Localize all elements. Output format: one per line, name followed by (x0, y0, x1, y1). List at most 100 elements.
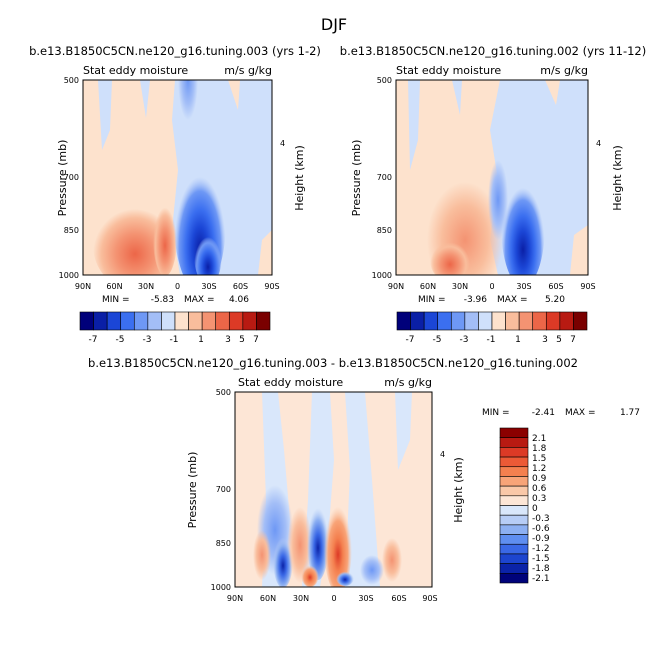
colorbar-swatch (228, 311, 244, 331)
min-value: -2.41 (532, 408, 555, 418)
y-tick-label: 850 (377, 226, 392, 235)
x-axis: 90N 60N 30N 0 30S 60S 90S (388, 282, 596, 291)
colorbar-tick-label: 1.5 (532, 454, 546, 464)
y-right-tick-label: 4 (280, 139, 285, 148)
colorbar-swatch (505, 311, 520, 331)
colorbar-tick-label: -0.3 (532, 514, 550, 524)
panel-title: b.e13.B1850C5CN.ne120_g16.tuning.002 (yr… (340, 44, 646, 58)
y-tick-label: 700 (216, 485, 231, 494)
plot-frame (395, 79, 589, 276)
colorbar-tick-label: -1 (487, 335, 496, 345)
colorbar-tick-label: -5 (116, 335, 125, 345)
y-axis-title: Pressure (mb) (350, 140, 363, 217)
colorbar-tick-label: -3 (460, 335, 469, 345)
colorbar-swatch (499, 447, 529, 458)
colorbar-swatch (499, 514, 529, 526)
colorbar-swatch (215, 311, 230, 331)
x-tick-label: 30S (358, 594, 373, 603)
x-tick-label: 30S (516, 282, 531, 291)
colorbar-swatch (423, 311, 439, 331)
x-tick-label: 60N (420, 282, 436, 291)
colorbar (396, 311, 588, 331)
colorbar-swatch (464, 311, 479, 331)
colorbar-tick-label: -1 (170, 335, 179, 345)
colorbar (499, 427, 529, 584)
y-tick-label: 500 (377, 76, 392, 85)
x-tick-label: 90S (264, 282, 279, 291)
x-tick-label: 60S (233, 282, 248, 291)
colorbar-swatch (120, 311, 135, 331)
y-tick-label: 700 (64, 173, 79, 182)
colorbar-tick-label: -5 (433, 335, 442, 345)
y-axis: 500 700 850 1000 (211, 388, 231, 592)
x-axis: 90N 60N 30N 0 30S 60S 90S (227, 594, 438, 603)
x-tick-label: 90N (75, 282, 91, 291)
panel-difference: b.e13.B1850C5CN.ne120_g16.tuning.003 - b… (88, 356, 640, 603)
min-label: MIN = (102, 295, 130, 305)
x-tick-label: 0 (175, 282, 180, 291)
x-tick-label: 0 (489, 282, 494, 291)
max-value: 1.77 (620, 408, 640, 418)
colorbar-swatch (499, 553, 529, 564)
colorbar-swatch (499, 437, 529, 448)
y-tick-label: 1000 (372, 271, 392, 280)
colorbar-swatch (499, 427, 529, 438)
colorbar-swatch (174, 311, 189, 331)
colorbar-labels: 2.1 1.8 1.5 1.2 0.9 0.6 0.3 0 -0.3 -0.6 … (532, 434, 550, 584)
contour-field (396, 80, 588, 275)
y-axis-title: Pressure (mb) (56, 140, 69, 217)
x-tick-label: 30S (201, 282, 216, 291)
y-right-axis-title: Height (km) (452, 457, 465, 523)
colorbar-swatch (573, 311, 588, 331)
colorbar-tick-label: -2.1 (532, 574, 550, 584)
x-tick-label: 60N (260, 594, 276, 603)
contour-field (83, 80, 272, 275)
figure-title: DJF (321, 15, 347, 34)
colorbar-swatch (491, 311, 506, 331)
min-value: -3.96 (464, 295, 488, 305)
colorbar-tick-label: -1.2 (532, 544, 550, 554)
y-tick-label: 500 (216, 388, 231, 397)
min-value: -5.83 (151, 295, 174, 305)
panel-upper-right: b.e13.B1850C5CN.ne120_g16.tuning.002 (yr… (340, 44, 646, 345)
colorbar-swatch (499, 543, 529, 555)
colorbar-labels: -7 -5 -3 -1 1 3 5 7 (89, 335, 259, 345)
colorbar-swatch (201, 311, 217, 331)
min-label: MIN = (418, 295, 446, 305)
x-tick-label: 90S (580, 282, 595, 291)
colorbar-swatch (545, 311, 561, 331)
colorbar-swatch (499, 476, 529, 487)
y-axis-title: Pressure (mb) (186, 452, 199, 529)
variable-label: Stat eddy moisture (238, 376, 343, 389)
colorbar-tick-label: 1.2 (532, 464, 546, 474)
colorbar-swatch (106, 311, 122, 331)
colorbar-swatch (188, 311, 203, 331)
colorbar-swatch (450, 311, 466, 331)
colorbar-swatch (93, 311, 108, 331)
x-tick-label: 60N (106, 282, 122, 291)
colorbar-tick-label: 5 (239, 335, 245, 345)
colorbar-swatch (478, 311, 493, 331)
colorbar-swatch (256, 311, 271, 331)
colorbar-tick-label: -1.5 (532, 554, 550, 564)
colorbar-swatch (499, 495, 529, 506)
colorbar-swatch (532, 311, 547, 331)
plot-frame (234, 391, 433, 588)
colorbar-labels: -7 -5 -3 -1 1 3 5 7 (406, 335, 576, 345)
colorbar-swatch (161, 311, 176, 331)
x-tick-label: 90N (227, 594, 243, 603)
x-tick-label: 30N (293, 594, 309, 603)
colorbar-tick-label: 2.1 (532, 434, 546, 444)
variable-label: Stat eddy moisture (83, 64, 188, 77)
units-label: m/s g/kg (540, 64, 588, 77)
colorbar-tick-label: -7 (89, 335, 98, 345)
contour-field (235, 392, 432, 587)
max-label: MAX = (497, 295, 528, 305)
colorbar-swatch (499, 485, 529, 497)
colorbar-swatch (437, 311, 452, 331)
colorbar-swatch (559, 311, 574, 331)
y-tick-label: 500 (64, 76, 79, 85)
colorbar-tick-label: 0 (532, 504, 538, 514)
y-right-tick-label: 4 (596, 139, 601, 148)
